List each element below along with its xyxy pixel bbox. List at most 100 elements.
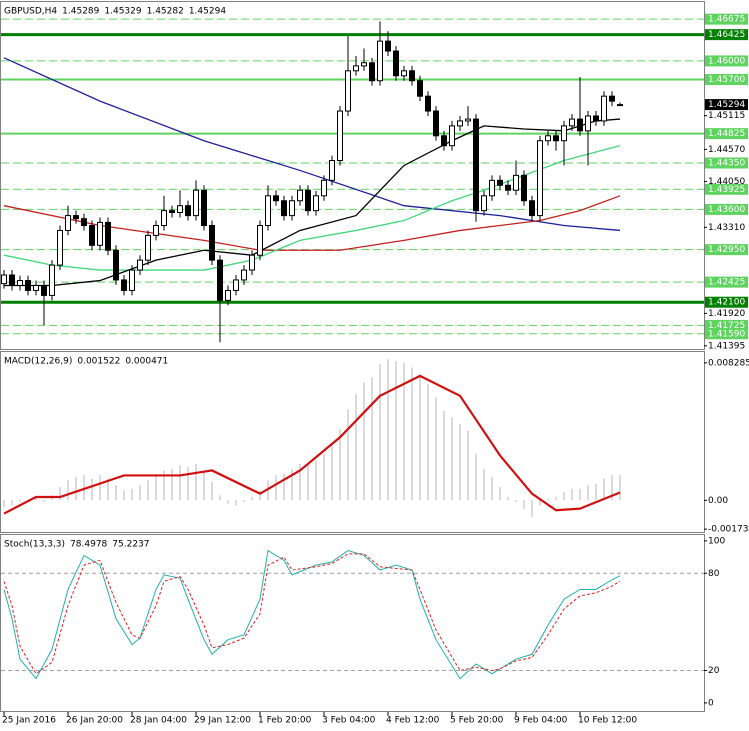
x-tick-label: 10 Feb 12:00 — [578, 716, 637, 726]
x-tick-label: 4 Feb 12:00 — [386, 716, 440, 726]
level-label-box — [705, 328, 748, 340]
candle-body — [321, 179, 327, 197]
candle-body — [353, 65, 359, 72]
level-label: 1.43925 — [708, 185, 745, 195]
candle-body — [209, 224, 215, 261]
candle-body — [113, 249, 119, 281]
indicator-name: MACD(12,26,9) — [4, 357, 72, 367]
candle-body — [185, 205, 191, 217]
level-label-box — [705, 276, 748, 288]
candle-body — [177, 205, 183, 214]
candle-body — [561, 125, 567, 142]
stoch-line — [3, 549, 621, 680]
candle-body — [57, 229, 63, 266]
candle-body — [425, 95, 431, 112]
candle-body — [49, 264, 55, 296]
candle-body — [473, 118, 479, 212]
candle-body — [505, 184, 511, 191]
y-tick-label: 1.44570 — [708, 145, 745, 155]
x-tick-label: 25 Jan 2016 — [2, 716, 56, 726]
candle-body — [169, 210, 175, 214]
candle-body — [257, 224, 263, 256]
candle-body — [81, 218, 87, 226]
candle-body — [393, 50, 399, 77]
open-value: 1.45289 — [62, 7, 99, 17]
candle-body — [369, 62, 375, 82]
indicator-value: 0.001522 — [77, 357, 120, 367]
candle-body — [1, 274, 7, 285]
candle-body — [161, 210, 167, 226]
candle-body — [465, 118, 471, 122]
candle-body — [17, 280, 23, 287]
y-tick-label: 1.45115 — [708, 111, 745, 121]
price-label: 1.45294 — [708, 100, 745, 110]
candle-body — [609, 95, 615, 102]
candle-body — [529, 200, 535, 217]
level-label-box — [705, 183, 748, 195]
candle-body — [89, 224, 95, 246]
level-label: 1.46000 — [708, 56, 745, 66]
price-label-box — [705, 99, 748, 111]
candle-body — [617, 104, 623, 107]
level-label-box — [705, 29, 748, 41]
candle-body — [417, 80, 423, 97]
candle-body — [313, 195, 319, 212]
level-label: 1.42425 — [708, 278, 745, 288]
candle-body — [73, 215, 79, 220]
candle-body — [217, 259, 223, 301]
low-value: 1.45282 — [147, 7, 184, 17]
candle-body — [241, 269, 247, 281]
y-tick-label: 20 — [708, 666, 720, 676]
candle-body — [585, 115, 591, 132]
candle-body — [601, 95, 607, 122]
candle-body — [337, 110, 343, 162]
candle-body — [513, 174, 519, 191]
y-tick-label: 100 — [708, 536, 725, 546]
candle-body — [577, 118, 583, 132]
candle-body — [65, 215, 71, 231]
y-tick-label: 0.008285 — [708, 358, 749, 368]
macd-pane-frame — [0, 351, 705, 533]
main-pane-frame — [0, 1, 705, 350]
y-tick-label: 1.44050 — [708, 177, 745, 187]
level-label-box — [705, 13, 748, 25]
candle-body — [137, 259, 143, 271]
x-tick-label: 28 Jan 04:00 — [130, 716, 187, 726]
candle-body — [193, 189, 199, 217]
candle-body — [401, 70, 407, 77]
level-label-box — [705, 296, 748, 308]
candle-body — [105, 221, 111, 251]
level-label-box — [705, 157, 748, 169]
candle-body — [273, 195, 279, 202]
indicator-value: 75.2237 — [112, 540, 149, 550]
x-tick-label: 9 Feb 04:00 — [514, 716, 568, 726]
level-label-box — [705, 128, 748, 140]
candle-body — [289, 200, 295, 217]
candle-body — [593, 115, 599, 122]
candle-body — [233, 279, 239, 291]
y-tick-label: -0.001738 — [708, 525, 749, 535]
level-label: 1.42100 — [708, 298, 745, 308]
candle-body — [41, 285, 47, 296]
level-label: 1.41725 — [708, 321, 745, 331]
x-tick-label: 3 Feb 04:00 — [322, 716, 376, 726]
level-label: 1.41590 — [708, 329, 745, 339]
candle-body — [97, 221, 103, 246]
x-tick-label: 1 Feb 20:00 — [258, 716, 312, 726]
candle-body — [569, 118, 575, 127]
moving-average — [3, 57, 621, 232]
signal-line — [3, 374, 621, 515]
high-value: 1.45329 — [104, 7, 141, 17]
level-label-box — [705, 244, 748, 256]
candle-body — [433, 110, 439, 137]
level-label: 1.42950 — [708, 245, 745, 255]
level-label: 1.44825 — [708, 129, 745, 139]
candle-body — [377, 40, 383, 82]
symbol: GBPUSD,H4 — [4, 7, 57, 17]
candle-body — [441, 135, 447, 147]
candle-body — [129, 269, 135, 291]
candle-body — [457, 120, 463, 127]
stoch-line — [3, 553, 621, 675]
level-label: 1.46675 — [708, 15, 745, 25]
